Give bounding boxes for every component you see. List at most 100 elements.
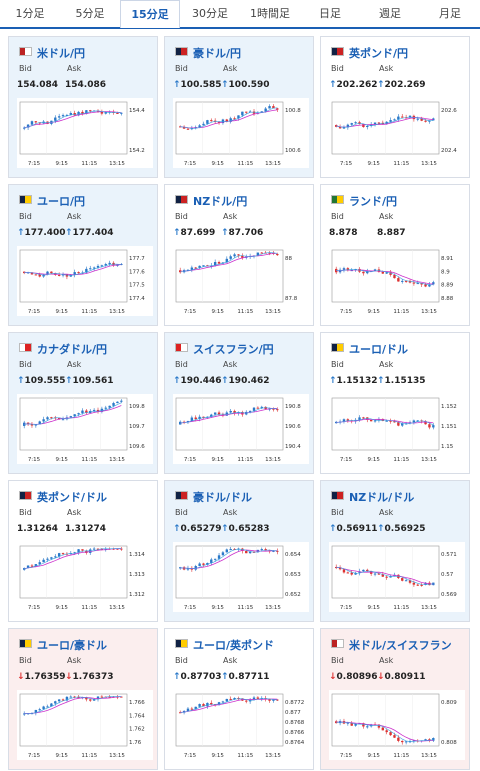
pair-name[interactable]: ユーロ/豪ドル — [37, 639, 108, 652]
candle-body — [256, 697, 260, 699]
candle-body — [268, 699, 271, 701]
tab-3[interactable]: 30分足 — [192, 7, 228, 20]
pair-name[interactable]: ユーロ/ドル — [349, 343, 409, 356]
y-tick-label: 177.6 — [129, 269, 145, 275]
tab-7[interactable]: 月足 — [439, 7, 461, 20]
mini-candlestick-chart[interactable]: 202.6 202.4 7:15 9:15 11:15 13:15 — [329, 98, 465, 168]
rate-card[interactable]: 英ポンド/円 Bid Ask ↑202.262 ↑202.269 202.6 202.4 7:… — [320, 36, 470, 178]
pair-name[interactable]: ランド/円 — [349, 195, 398, 208]
mini-candlestick-chart[interactable]: 1.152 1.151 1.15 7:15 9:15 11:15 13:15 — [329, 394, 465, 464]
rate-card[interactable]: 米ドル/円 Bid Ask 154.084 154.086 154.4 154.2 7:15 9… — [8, 36, 158, 178]
rate-card[interactable]: ユーロ/英ポンド Bid Ask ↑0.87703 ↑0.87711 0.8772 0.87… — [164, 628, 314, 770]
moving-average-line — [24, 548, 122, 570]
candle-body — [198, 416, 201, 420]
candle-body — [77, 696, 80, 699]
candle-body — [362, 124, 365, 128]
bid-value: ↑190.446 — [173, 376, 222, 386]
mini-candlestick-chart[interactable]: 0.571 0.57 0.569 7:15 9:15 11:15 13:15 — [329, 542, 465, 612]
candle-body — [89, 699, 92, 701]
pair-name[interactable]: NZドル/ドル — [349, 491, 415, 504]
mini-candlestick-chart[interactable]: 109.8 109.7 109.6 7:15 9:15 11:15 13:15 — [17, 394, 153, 464]
y-tick-label: 202.4 — [441, 148, 457, 154]
mini-candlestick-chart[interactable]: 1.314 1.313 1.312 7:15 9:15 11:15 13:15 — [17, 542, 153, 612]
rate-card[interactable]: NZドル/ドル Bid Ask ↑0.56911 ↑0.56925 0.571 0.57 0.… — [320, 480, 470, 622]
tab-5[interactable]: 日足 — [319, 7, 341, 20]
bid-label: Bid — [175, 360, 188, 369]
rate-card[interactable]: ユーロ/豪ドル Bid Ask ↓1.76359 ↓1.76373 1.766 1.764 1… — [8, 628, 158, 770]
arrow-down-icon: ↓ — [17, 672, 25, 682]
mini-candlestick-chart[interactable]: 88 87.8 7:15 9:15 11:15 13:15 — [173, 246, 309, 316]
rate-card[interactable]: 豪ドル/円 Bid Ask ↑100.585 ↑100.590 100.8 100.6 7:1… — [164, 36, 314, 178]
mini-candlestick-chart[interactable]: 154.4 154.2 7:15 9:15 11:15 13:15 — [17, 98, 153, 168]
bid-text: 154.084 — [17, 80, 58, 90]
candle-body — [342, 127, 346, 129]
pair-name[interactable]: 英ポンド/ドル — [37, 491, 108, 504]
mini-candlestick-chart[interactable]: 100.8 100.6 7:15 9:15 11:15 13:15 — [173, 98, 309, 168]
mini-candlestick-chart[interactable]: 1.766 1.764 1.762 1.76 7:15 9:15 11:15 13:15 — [17, 690, 153, 760]
x-tick-label: 9:15 — [55, 753, 68, 759]
candle-body — [77, 111, 80, 116]
candle-body — [198, 265, 201, 268]
x-tick-label: 9:15 — [55, 457, 68, 463]
y-tick-label: 1.152 — [441, 404, 457, 410]
pair-name[interactable]: NZドル/円 — [193, 195, 248, 208]
tab-1[interactable]: 5分足 — [75, 7, 105, 20]
ask-text: 0.80911 — [384, 672, 426, 682]
pair-name[interactable]: ユーロ/円 — [37, 195, 86, 208]
tab-0[interactable]: 1分足 — [15, 7, 45, 20]
rate-card[interactable]: ユーロ/円 Bid Ask ↑177.400 ↑177.404 177.7 177.6 177… — [8, 184, 158, 326]
x-tick-label: 9:15 — [367, 753, 380, 759]
chart-svg: 0.8772 0.877 0.8768 0.8766 0.8764 7:15 9:15 11:… — [175, 693, 305, 759]
candle-body — [233, 254, 236, 257]
x-tick-label: 7:15 — [28, 309, 41, 315]
arrow-up-icon: ↑ — [173, 228, 181, 238]
candle-body — [420, 283, 423, 285]
mini-candlestick-chart[interactable]: 0.8772 0.877 0.8768 0.8766 0.8764 7:15 9:15 11:… — [173, 690, 309, 760]
pair-name[interactable]: カナダドル/円 — [37, 343, 108, 356]
tab-6[interactable]: 週足 — [379, 7, 401, 20]
x-tick-label: 7:15 — [340, 309, 353, 315]
mini-candlestick-chart[interactable]: 190.8 190.6 190.4 7:15 9:15 11:15 13:15 — [173, 394, 309, 464]
x-tick-label: 11:15 — [237, 161, 253, 167]
x-tick-label: 11:15 — [81, 309, 97, 315]
rate-card[interactable]: スイスフラン/円 Bid Ask ↑190.446 ↑190.462 190.8 190.6… — [164, 332, 314, 474]
mini-candlestick-chart[interactable]: 177.7 177.6 177.5 177.4 7:15 9:15 11:15 13:15 — [17, 246, 153, 316]
rate-card[interactable]: ランド/円 Bid Ask 8.878 8.887 8.91 8.9 8.89 8.88 7:15… — [320, 184, 470, 326]
pair-name[interactable]: スイスフラン/円 — [193, 343, 274, 356]
rate-card[interactable]: カナダドル/円 Bid Ask ↑109.555 ↑109.561 109.8 109.7 1… — [8, 332, 158, 474]
bid-value: ↑177.400 — [17, 228, 66, 238]
candle-body — [116, 264, 119, 266]
rate-card[interactable]: ユーロ/ドル Bid Ask ↑1.15132 ↑1.15135 1.152 1.151 1.… — [320, 332, 470, 474]
pair-name[interactable]: ユーロ/英ポンド — [193, 639, 275, 652]
pair-name[interactable]: 英ポンド/円 — [349, 47, 409, 60]
candle-body — [420, 118, 423, 121]
chart-svg: 190.8 190.6 190.4 7:15 9:15 11:15 13:15 — [175, 397, 301, 463]
y-tick-label: 0.57 — [441, 572, 454, 578]
candle-body — [23, 271, 26, 274]
tab-2[interactable]: 15分足 — [120, 0, 180, 28]
candle-body — [346, 419, 350, 421]
pair-name[interactable]: 豪ドル/円 — [193, 47, 242, 60]
candle-body — [264, 108, 267, 112]
candle-body — [276, 409, 279, 411]
rate-card[interactable]: 英ポンド/ドル Bid Ask 1.31264 1.31274 1.314 1.313 1.3… — [8, 480, 158, 622]
bid-text: 109.555 — [24, 376, 66, 386]
rate-card[interactable]: 豪ドル/ドル Bid Ask ↑0.65279 ↑0.65283 0.654 0.653 0.… — [164, 480, 314, 622]
mini-candlestick-chart[interactable]: 8.91 8.9 8.89 8.88 7:15 9:15 11:15 13:15 — [329, 246, 465, 316]
candle-body — [89, 268, 92, 270]
rate-card[interactable]: NZドル/円 Bid Ask ↑87.699 ↑87.706 88 87.8 7:15 9:15… — [164, 184, 314, 326]
candle-body — [57, 116, 61, 118]
mini-candlestick-chart[interactable]: 0.654 0.653 0.652 7:15 9:15 11:15 13:15 — [173, 542, 309, 612]
candle-body — [186, 420, 190, 422]
candle-body — [241, 548, 244, 551]
pair-name[interactable]: 豪ドル/ドル — [193, 491, 253, 504]
rate-card[interactable]: 米ドル/スイスフラン Bid Ask ↓0.80896 ↓0.80911 0.809 0.8… — [320, 628, 470, 770]
pair-name[interactable]: 米ドル/スイスフラン — [349, 639, 452, 652]
pair-name[interactable]: 米ドル/円 — [37, 47, 86, 60]
candle-body — [186, 128, 190, 130]
tab-4[interactable]: 1時間足 — [250, 7, 290, 20]
candle-body — [373, 420, 377, 422]
candle-body — [46, 417, 49, 420]
mini-candlestick-chart[interactable]: 0.809 0.808 7:15 9:15 11:15 13:15 — [329, 690, 465, 760]
ask-value: ↑100.590 — [221, 80, 270, 90]
